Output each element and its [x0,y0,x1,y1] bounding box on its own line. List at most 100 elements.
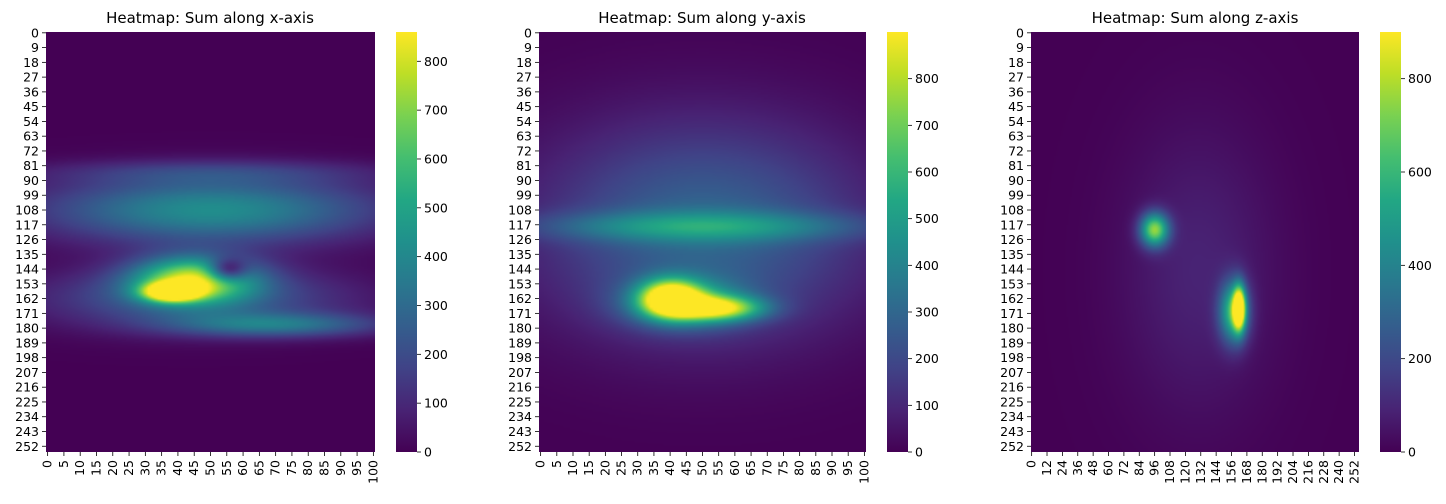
colorbar-tick-label: 200 [915,351,939,366]
y-tick-label: 135 [15,247,39,262]
y-tick-label: 0 [1016,25,1024,40]
chart-title: Heatmap: Sum along y-axis [598,9,806,27]
x-tick-label: 144 [1208,460,1223,484]
x-tick-label: 30 [630,460,645,476]
x-tick-label: 60 [727,460,742,476]
x-tick-label: 75 [775,460,790,476]
x-tick-label: 20 [597,460,612,476]
colorbar-tick-label: 700 [915,118,939,133]
y-tick-label: 72 [23,143,39,158]
y-tick-label: 81 [23,158,39,173]
y-tick-label: 243 [508,424,532,439]
x-tick-label: 168 [1239,460,1254,484]
x-tick-label: 85 [808,460,823,476]
y-tick-label: 243 [15,424,39,439]
heatmap-cells [1031,32,1359,452]
colorbar-tick-label: 400 [1408,258,1432,273]
y-tick-label: 126 [1000,232,1024,247]
y-tick-label: 252 [1000,439,1024,454]
x-tick-label: 50 [695,460,710,476]
colorbar-tick-label: 0 [424,445,432,460]
y-tick-label: 234 [1000,409,1024,424]
x-tick-label: 60 [235,460,250,476]
x-tick-label: 204 [1285,460,1300,484]
colorbar [396,32,417,452]
x-tick-label: 85 [317,460,332,476]
y-tick-label: 216 [15,380,39,395]
x-tick-label: 50 [203,460,218,476]
y-tick-label: 171 [508,306,532,321]
x-tick-label: 180 [1254,460,1269,484]
y-tick-label: 153 [1000,276,1024,291]
y-tick-label: 99 [1008,188,1024,203]
y-tick-label: 36 [1008,84,1024,99]
x-tick-label: 25 [614,460,629,476]
y-tick-label: 171 [1000,306,1024,321]
x-tick-label: 30 [137,460,152,476]
y-tick-label: 108 [508,203,532,218]
colorbar-tick-label: 100 [915,398,939,413]
x-tick-label: 0 [1024,460,1039,468]
y-tick-label: 189 [508,335,532,350]
y-tick-label: 18 [23,55,39,70]
y-tick-label: 81 [1008,158,1024,173]
colorbar-tick-label: 400 [915,258,939,273]
chart-title: Heatmap: Sum along x-axis [106,9,314,27]
y-tick-label: 9 [31,40,39,55]
y-tick-label: 27 [1008,70,1024,85]
colorbar-tick-label: 200 [1408,351,1432,366]
y-tick-label: 189 [1000,335,1024,350]
y-tick-label: 54 [23,114,39,129]
x-tick-label: 10 [72,460,87,476]
y-tick-label: 135 [1000,247,1024,262]
x-tick-label: 100 [856,460,871,484]
colorbar-tick-label: 500 [424,200,448,215]
y-tick-label: 27 [23,70,39,85]
y-tick-label: 45 [516,99,532,114]
x-tick-label: 15 [581,460,596,476]
colorbar-tick-label: 400 [424,249,448,264]
y-tick-label: 252 [15,439,39,454]
y-tick-label: 36 [516,84,532,99]
y-tick-label: 207 [15,365,39,380]
y-tick-label: 162 [15,291,39,306]
y-tick-label: 162 [508,291,532,306]
y-tick-label: 198 [15,350,39,365]
x-tick-label: 252 [1347,460,1362,484]
x-tick-label: 120 [1177,460,1192,484]
y-tick-label: 81 [516,158,532,173]
y-tick-label: 63 [1008,129,1024,144]
y-tick-label: 135 [508,247,532,262]
y-tick-label: 27 [516,70,532,85]
x-tick-label: 55 [219,460,234,476]
y-tick-label: 117 [508,217,532,232]
y-tick-label: 198 [1000,350,1024,365]
x-tick-label: 95 [840,460,855,476]
x-tick-label: 45 [186,460,201,476]
x-tick-label: 84 [1131,460,1146,476]
y-tick-label: 243 [1000,424,1024,439]
x-tick-label: 72 [1116,460,1131,476]
x-tick-label: 0 [533,460,548,468]
chart-title: Heatmap: Sum along z-axis [1092,9,1299,27]
x-tick-label: 80 [300,460,315,476]
y-tick-label: 117 [1000,217,1024,232]
y-tick-label: 18 [516,55,532,70]
x-tick-label: 90 [824,460,839,476]
y-tick-label: 9 [1016,40,1024,55]
y-tick-label: 225 [1000,394,1024,409]
y-tick-label: 189 [15,335,39,350]
heatmap-panel-y-axis: Heatmap: Sum along y-axis 09182736455463… [508,9,939,484]
y-tick-label: 234 [508,409,532,424]
x-tick-label: 10 [565,460,580,476]
y-tick-label: 90 [1008,173,1024,188]
x-tick-label: 75 [284,460,299,476]
y-tick-label: 72 [516,143,532,158]
x-tick-label: 60 [1101,460,1116,476]
colorbar-tick-label: 300 [424,298,448,313]
x-tick-label: 24 [1054,460,1069,476]
y-tick-label: 0 [524,25,532,40]
x-tick-label: 80 [792,460,807,476]
